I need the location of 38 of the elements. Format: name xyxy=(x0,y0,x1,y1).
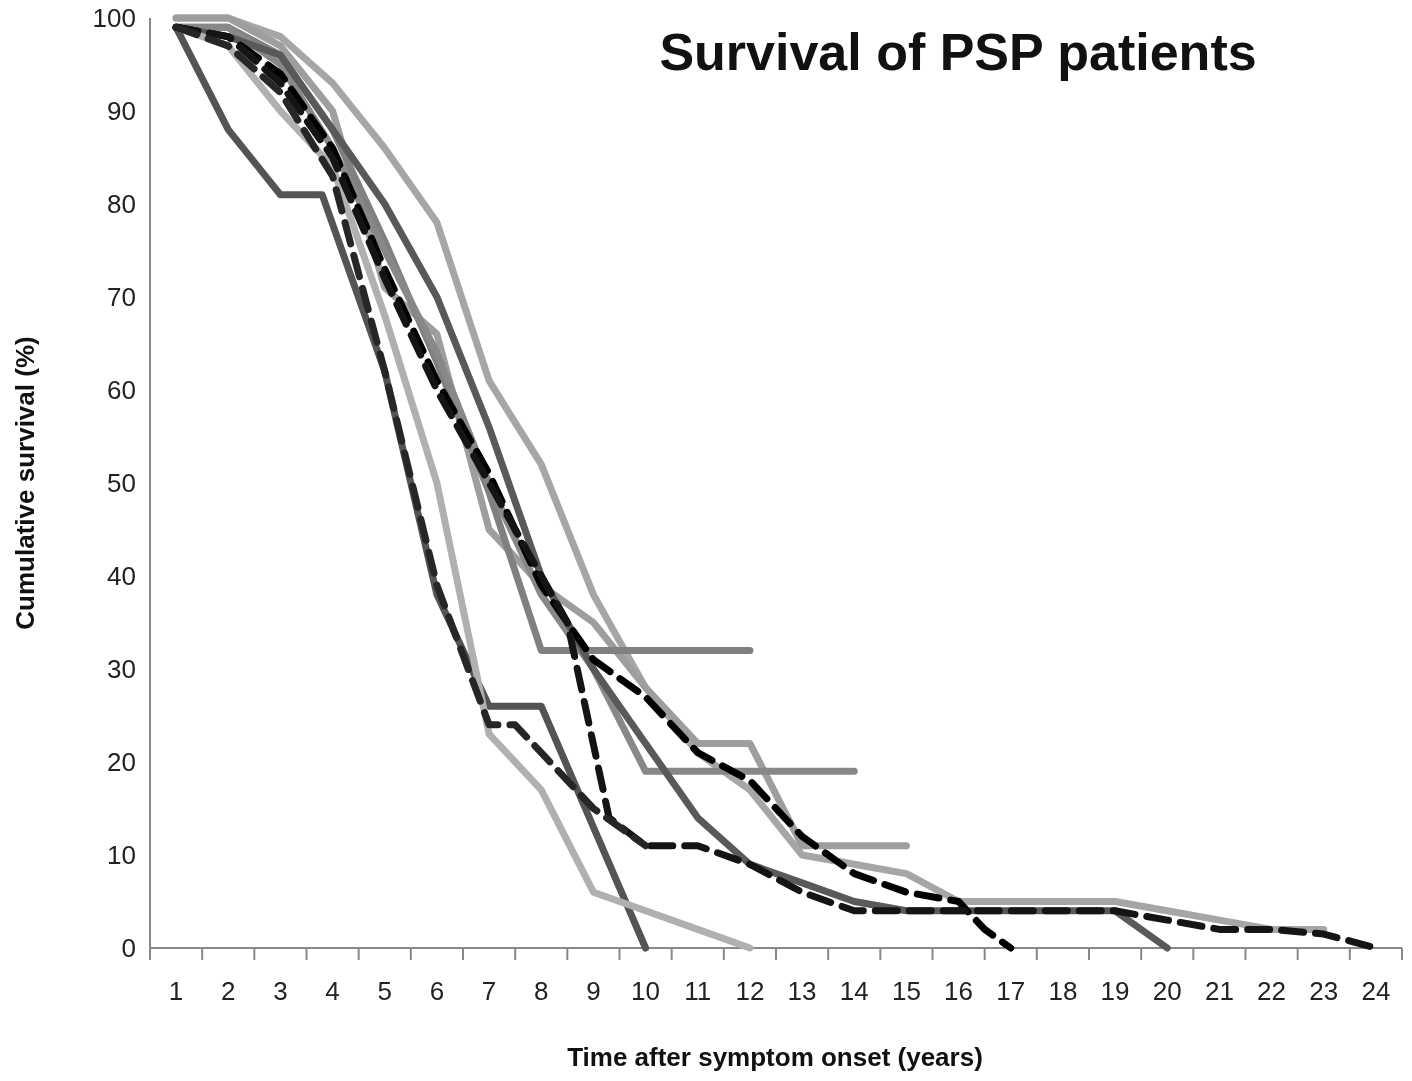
x-tick-label: 6 xyxy=(429,976,445,1006)
x-tick-label: 9 xyxy=(586,976,601,1006)
x-tick-label: 3 xyxy=(273,976,288,1006)
x-tick-label: 13 xyxy=(787,976,817,1006)
x-tick-label: 17 xyxy=(996,976,1026,1006)
x-tick-label: 2 xyxy=(221,976,236,1006)
x-tick-label: 11 xyxy=(684,976,712,1006)
x-tick-label: 21 xyxy=(1204,976,1234,1006)
y-tick-label: 100 xyxy=(92,3,136,34)
x-tick-label: 18 xyxy=(1048,976,1078,1006)
y-tick-label: 70 xyxy=(107,282,136,313)
chart-title: Survival of PSP patients xyxy=(659,23,1257,81)
x-tick-label: 23 xyxy=(1309,976,1339,1006)
y-axis-title: Cumulative survival (%) xyxy=(10,336,40,630)
x-tick-label: 4 xyxy=(325,976,340,1006)
y-tick-label: 90 xyxy=(107,96,136,127)
x-tick-label: 15 xyxy=(891,976,921,1006)
y-tick-label: 80 xyxy=(107,189,136,220)
y-tick-label: 20 xyxy=(107,747,136,778)
x-tick-label: 10 xyxy=(631,976,661,1006)
x-tick-label: 5 xyxy=(377,976,392,1006)
y-tick-label: 30 xyxy=(107,654,136,685)
x-tick-label: 8 xyxy=(534,976,549,1006)
y-tick-label: 0 xyxy=(121,933,136,964)
y-tick-label: 10 xyxy=(107,840,136,871)
y-tick-label: 50 xyxy=(107,468,136,499)
x-axis-title: Time after symptom onset (years) xyxy=(567,1042,983,1072)
x-tick-label: 20 xyxy=(1152,976,1182,1006)
y-tick-label: 60 xyxy=(107,375,136,406)
x-tick-label: 22 xyxy=(1257,976,1287,1006)
y-tick-label: 40 xyxy=(107,561,136,592)
x-tick-label: 24 xyxy=(1361,976,1391,1006)
x-tick-label: 1 xyxy=(168,976,184,1006)
x-tick-label: 7 xyxy=(481,976,497,1006)
x-tick-label: 12 xyxy=(735,976,765,1006)
x-tick-label: 19 xyxy=(1100,976,1130,1006)
x-tick-label: 16 xyxy=(944,976,974,1006)
x-tick-label: 14 xyxy=(839,976,869,1006)
